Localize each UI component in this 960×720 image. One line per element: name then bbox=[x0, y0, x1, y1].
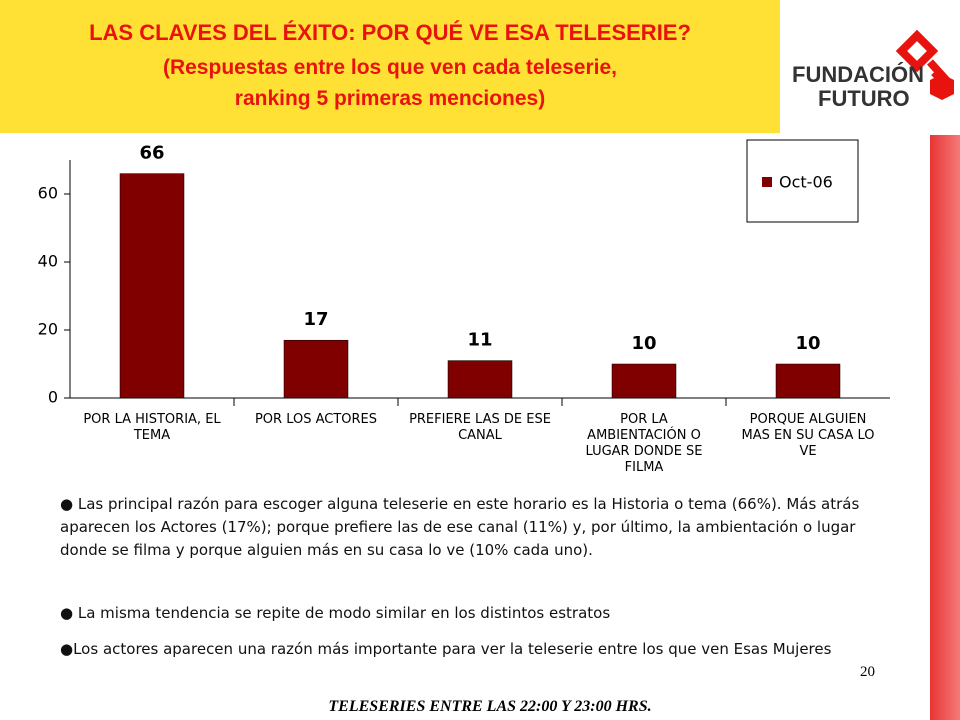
y-tick-label: 20 bbox=[38, 320, 58, 339]
bar bbox=[611, 363, 677, 399]
footer: TELESERIES ENTRE LAS 22:00 Y 23:00 HRS. bbox=[328, 698, 652, 715]
side-strip bbox=[930, 135, 960, 720]
bullet-text: Los actores aparecen una razón más impor… bbox=[73, 640, 832, 658]
data-label: 10 bbox=[795, 333, 820, 354]
bullet: ●Los actores aparecen una razón más impo… bbox=[60, 640, 832, 658]
bar bbox=[447, 360, 513, 399]
page-number: 20 bbox=[860, 664, 875, 680]
logo-text: FUTURO bbox=[818, 86, 910, 111]
legend-label: Oct-06 bbox=[779, 173, 833, 192]
data-label: 10 bbox=[631, 333, 656, 354]
bar bbox=[119, 173, 185, 399]
title-box bbox=[0, 0, 780, 133]
data-label: 11 bbox=[467, 330, 492, 351]
bar bbox=[775, 363, 841, 399]
y-tick-label: 40 bbox=[38, 252, 58, 271]
bullet: ● Las principal razón para escoger algun… bbox=[60, 495, 860, 559]
subtitle: (Respuestas entre los que ven cada teles… bbox=[162, 56, 618, 110]
x-tick-label: PORQUE ALGUIEN MAS EN SU CASA LO VE bbox=[741, 412, 875, 459]
legend-swatch bbox=[762, 177, 772, 187]
title: LAS CLAVES DEL ÉXITO: POR QUÉ VE ESA TEL… bbox=[89, 20, 691, 45]
logo-text: FUNDACIÓN bbox=[792, 62, 924, 87]
bullet-text: Las principal razón para escoger alguna … bbox=[60, 495, 860, 559]
y-tick-label: 60 bbox=[38, 184, 58, 203]
x-tick-label: POR LA HISTORIA, EL TEMA bbox=[83, 412, 221, 443]
data-label: 17 bbox=[303, 309, 328, 330]
logo-hex bbox=[930, 74, 954, 100]
x-tick-label: PREFIERE LAS DE ESE CANAL bbox=[409, 412, 551, 443]
x-tick-label: POR LA AMBIENTACIÓN O LUGAR DONDE SE FIL… bbox=[585, 412, 703, 475]
bullet: ● La misma tendencia se repite de modo s… bbox=[60, 604, 611, 622]
bar bbox=[283, 339, 349, 399]
x-tick-label: POR LOS ACTORES bbox=[254, 412, 378, 427]
data-label: 66 bbox=[139, 143, 164, 164]
bullet-text: La misma tendencia se repite de modo sim… bbox=[77, 604, 611, 622]
y-tick-label: 0 bbox=[48, 388, 58, 407]
